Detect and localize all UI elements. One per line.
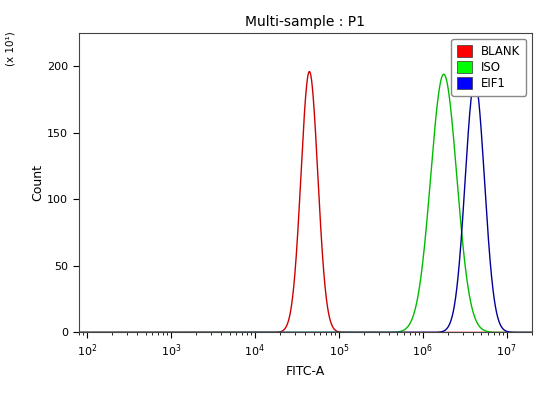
Text: (x 10¹): (x 10¹) — [5, 31, 15, 66]
X-axis label: FITC-A: FITC-A — [286, 365, 325, 378]
Legend: BLANK, ISO, EIF1: BLANK, ISO, EIF1 — [451, 39, 526, 95]
Y-axis label: Count: Count — [31, 164, 44, 201]
Title: Multi-sample : P1: Multi-sample : P1 — [246, 15, 365, 29]
